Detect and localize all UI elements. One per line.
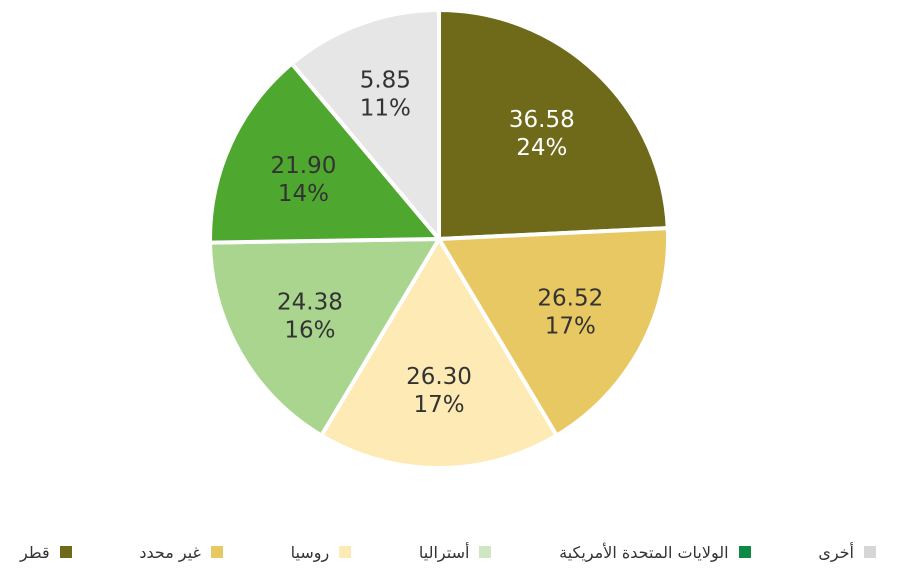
pie-slice-2 (437, 226, 670, 438)
legend-swatch-3 (339, 546, 352, 558)
slice-percent-label-2: 17% (545, 313, 596, 339)
slice-value-label-6: 5.85 (360, 67, 411, 93)
legend-swatch-2 (210, 546, 223, 558)
slice-value-label-2: 26.52 (537, 285, 603, 311)
legend-item-5: الولايات المتحدة الأمريكية (559, 542, 751, 562)
pie-slice-6 (289, 8, 441, 241)
pie-slice-3 (319, 237, 559, 470)
slice-percent-label-4: 16% (284, 318, 335, 344)
slice-value-label-4: 24.38 (277, 290, 343, 316)
slice-value-label-5: 21.90 (271, 153, 337, 179)
legend-swatch-1 (59, 546, 72, 558)
legend-item-1: قطر (20, 543, 72, 562)
slice-value-label-3: 26.30 (406, 364, 472, 390)
legend-item-2: غير محدد (139, 543, 223, 562)
legend-swatch-6 (864, 546, 876, 558)
chart-legend: قطر غير محدد روسيا أستراليا الولايات المتحدة… (20, 538, 876, 566)
legend-label-3: روسيا (290, 542, 330, 562)
pie-chart-svg: 36.5824%26.5217%26.3017%24.3816%21.9014%… (208, 8, 670, 470)
pie-labels: 36.5824%26.5217%26.3017%24.3816%21.9014%… (271, 67, 604, 418)
slice-percent-label-6: 11% (360, 95, 411, 121)
slice-percent-label-5: 14% (278, 181, 329, 207)
legend-label-4: أستراليا (418, 542, 470, 562)
pie-slices (208, 8, 670, 470)
legend-label-6: أخرى (818, 542, 854, 562)
legend-label-1: قطر (20, 542, 50, 562)
legend-swatch-5 (738, 546, 751, 558)
legend-swatch-4 (479, 546, 492, 558)
legend-item-3: روسيا (291, 543, 352, 562)
pie-slice-4 (208, 237, 441, 438)
pie-slice-1 (437, 8, 670, 241)
legend-item-6: أخرى (818, 543, 876, 562)
legend-item-4: أستراليا (419, 543, 492, 562)
slice-percent-label-3: 17% (413, 392, 464, 418)
pie-slice-5 (208, 61, 441, 245)
legend-label-2: غير محدد (139, 542, 201, 562)
slice-value-label-1: 36.58 (509, 107, 575, 133)
legend-label-5: الولايات المتحدة الأمريكية (559, 542, 729, 562)
slice-percent-label-1: 24% (516, 135, 567, 161)
